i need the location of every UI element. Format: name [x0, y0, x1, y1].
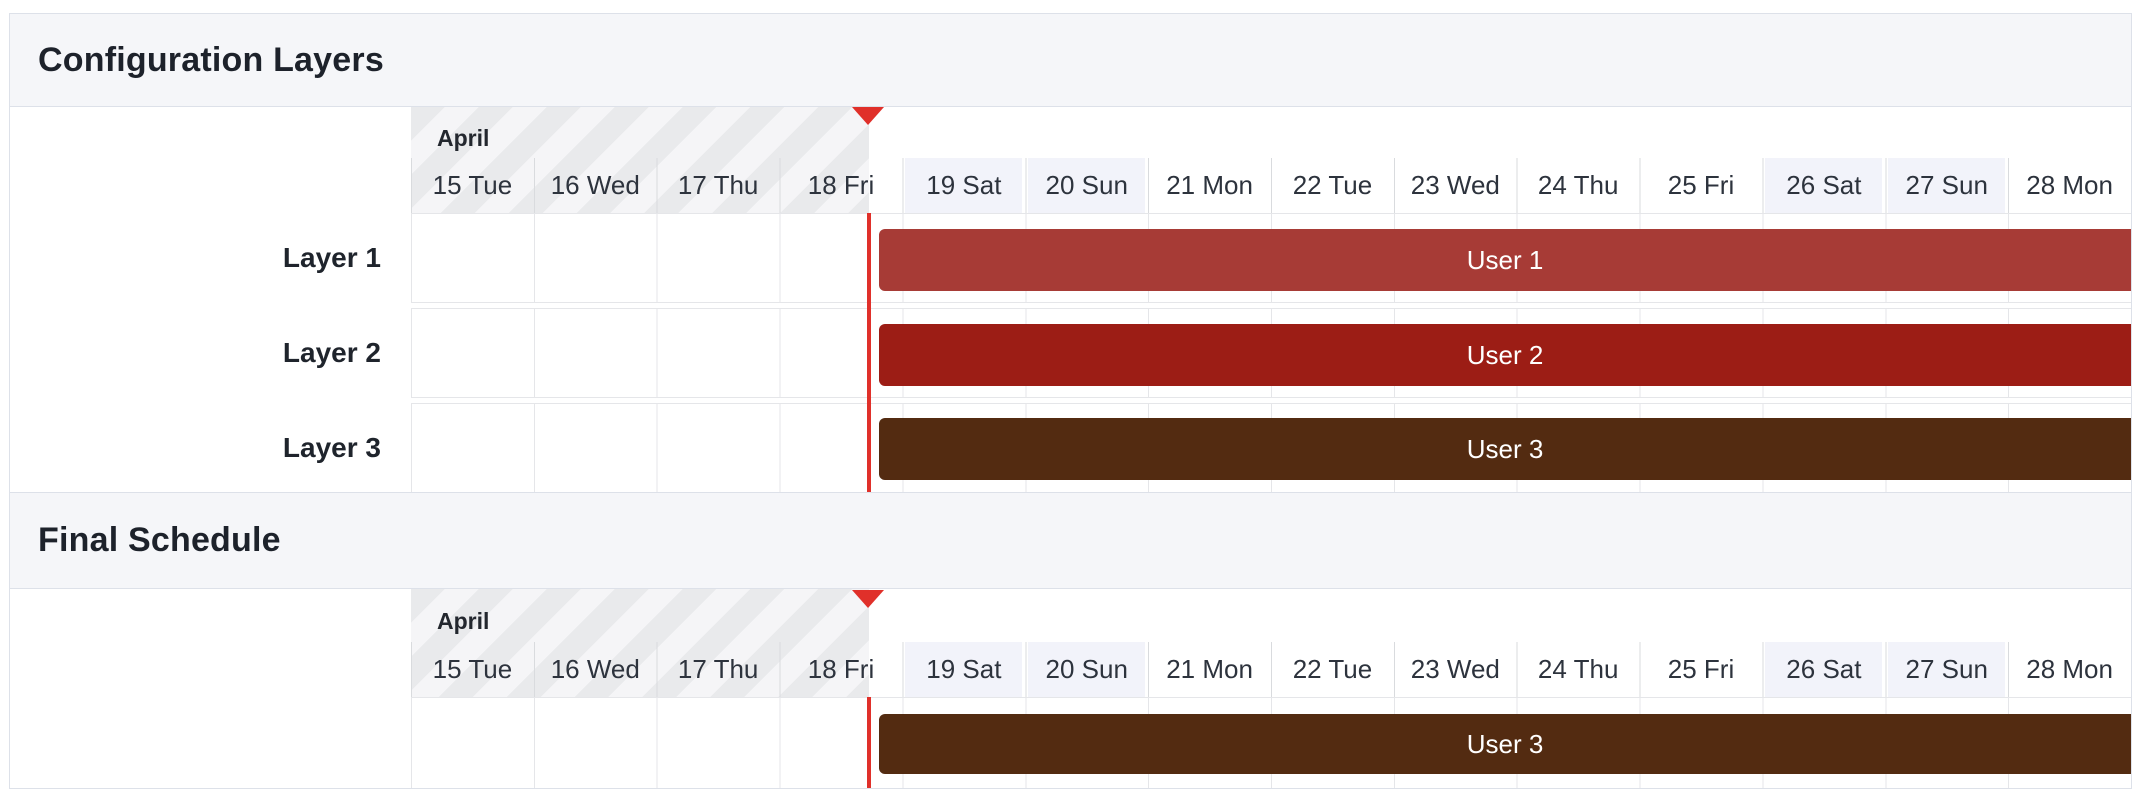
- day-label: 24 Thu: [1537, 654, 1619, 684]
- day-cell: 16 Wed: [534, 158, 657, 213]
- final-rotation-bar-user-3[interactable]: User 3: [879, 714, 2131, 774]
- layer-row: User 2: [411, 308, 2131, 398]
- day-cell: 28 Mon: [2008, 158, 2131, 213]
- final-schedule-timeline: April 15 Tue 16 Wed 17 Thu 18 Fri 19 Sat…: [10, 589, 2131, 788]
- day-label: 23 Wed: [1410, 654, 1500, 684]
- day-cell: 18 Fri: [780, 158, 903, 213]
- day-cell: 16 Wed: [534, 642, 657, 697]
- day-label: 19 Sat: [926, 654, 1002, 684]
- day-label: 26 Sat: [1786, 654, 1862, 684]
- day-cell-weekend: 19 Sat: [902, 158, 1025, 213]
- day-label: 27 Sun: [1905, 654, 1988, 684]
- rotation-bar-user-2[interactable]: User 2: [879, 324, 2131, 386]
- now-marker-line: [867, 697, 871, 788]
- day-cell: 21 Mon: [1148, 158, 1271, 213]
- month-label: April: [437, 125, 490, 151]
- layer-row: User 1: [411, 213, 2131, 303]
- day-label: 19 Sat: [926, 170, 1002, 200]
- now-marker-line: [867, 213, 871, 492]
- day-cell-weekend: 26 Sat: [1762, 642, 1885, 697]
- month-label: April: [437, 608, 490, 634]
- configuration-timeline: April 15 Tue 16 Wed 17 Thu 18 Fri 19 Sat…: [10, 107, 2131, 492]
- day-label: 21 Mon: [1166, 654, 1253, 684]
- day-label: 28 Mon: [2026, 170, 2113, 200]
- day-label: 20 Sun: [1045, 170, 1128, 200]
- section-title-configuration: Configuration Layers: [38, 40, 384, 79]
- rotation-bar-label: User 2: [1466, 339, 1544, 370]
- day-label: 24 Thu: [1537, 170, 1619, 200]
- rotation-bar-label: User 3: [1466, 728, 1544, 759]
- day-label: 23 Wed: [1410, 170, 1500, 200]
- day-label: 18 Fri: [807, 654, 875, 684]
- section-header-configuration: Configuration Layers: [10, 14, 2131, 107]
- layer-label: Layer 2: [282, 337, 381, 368]
- rotation-bar-label: User 3: [1466, 433, 1544, 464]
- day-cell-weekend: 27 Sun: [1885, 642, 2008, 697]
- day-label: 22 Tue: [1292, 654, 1373, 684]
- day-cell: 21 Mon: [1148, 642, 1271, 697]
- day-cell: 23 Wed: [1394, 642, 1517, 697]
- day-cell: 15 Tue: [411, 158, 534, 213]
- day-label: 20 Sun: [1045, 654, 1128, 684]
- day-cell: 17 Thu: [657, 158, 780, 213]
- section-title-final: Final Schedule: [38, 521, 281, 559]
- day-label: 28 Mon: [2026, 654, 2113, 684]
- day-cell: 22 Tue: [1271, 642, 1394, 697]
- day-cell: 24 Thu: [1517, 158, 1640, 213]
- day-cell: 25 Fri: [1640, 642, 1763, 697]
- rotation-bar-user-1[interactable]: User 1: [879, 229, 2131, 291]
- day-cell: 17 Thu: [657, 642, 780, 697]
- day-cell: 15 Tue: [411, 642, 534, 697]
- day-cell: 18 Fri: [780, 642, 903, 697]
- schedule-panel: Configuration Layers April 15 Tue 16 Wed…: [9, 13, 2132, 789]
- now-marker-triangle: [852, 107, 884, 125]
- section-header-final: Final Schedule: [10, 492, 2131, 589]
- rotation-bar-user-3[interactable]: User 3: [879, 418, 2131, 480]
- day-cell-weekend: 27 Sun: [1885, 158, 2008, 213]
- rotation-bar-label: User 1: [1466, 244, 1544, 275]
- day-cell-weekend: 26 Sat: [1762, 158, 1885, 213]
- date-header-row: 15 Tue 16 Wed 17 Thu 18 Fri 19 Sat 20 Su…: [411, 642, 2131, 697]
- day-label: 15 Tue: [432, 170, 513, 200]
- layer-label: Layer 3: [282, 431, 381, 463]
- day-label: 17 Thu: [677, 170, 759, 200]
- day-label: 21 Mon: [1166, 170, 1253, 200]
- day-cell-weekend: 20 Sun: [1025, 642, 1148, 697]
- date-header-row: 15 Tue 16 Wed 17 Thu 18 Fri 19 Sat 20 Su…: [411, 158, 2131, 213]
- day-cell: 25 Fri: [1640, 158, 1763, 213]
- day-cell: 24 Thu: [1517, 642, 1640, 697]
- day-label: 16 Wed: [550, 654, 640, 684]
- day-cell: 23 Wed: [1394, 158, 1517, 213]
- day-label: 16 Wed: [550, 170, 640, 200]
- layer-row: User 3: [411, 403, 2131, 492]
- day-label: 27 Sun: [1905, 170, 1988, 200]
- day-cell-weekend: 19 Sat: [902, 642, 1025, 697]
- day-cell: 22 Tue: [1271, 158, 1394, 213]
- day-label: 22 Tue: [1292, 170, 1373, 200]
- day-label: 26 Sat: [1786, 170, 1862, 200]
- day-label: 25 Fri: [1667, 170, 1735, 200]
- day-cell: 28 Mon: [2008, 642, 2131, 697]
- layer-label: Layer 1: [282, 242, 381, 273]
- now-marker-triangle: [852, 590, 884, 608]
- day-cell-weekend: 20 Sun: [1025, 158, 1148, 213]
- day-label: 25 Fri: [1667, 654, 1735, 684]
- day-label: 17 Thu: [677, 654, 759, 684]
- day-label: 15 Tue: [432, 654, 513, 684]
- day-label: 18 Fri: [807, 170, 875, 200]
- final-schedule-row: User 3: [411, 697, 2131, 788]
